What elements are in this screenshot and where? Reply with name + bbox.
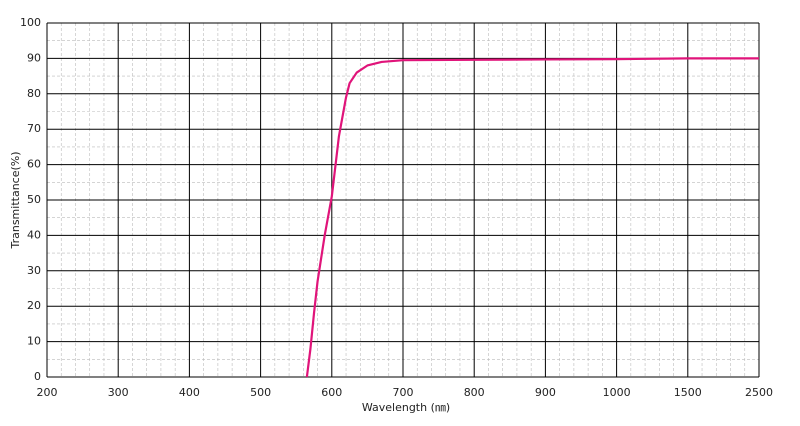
data-line (305, 57, 759, 378)
x-tick-label: 600 (321, 386, 342, 399)
y-tick-label: 50 (27, 193, 41, 206)
y-tick-label: 100 (20, 16, 41, 29)
y-tick-label: 0 (34, 370, 41, 383)
y-tick-label: 20 (27, 299, 41, 312)
x-tick-label: 500 (250, 386, 271, 399)
x-tick-label: 2500 (745, 386, 773, 399)
x-tick-label: 300 (108, 386, 129, 399)
x-tick-label: 900 (535, 386, 556, 399)
y-tick-label: 80 (27, 87, 41, 100)
y-tick-label: 70 (27, 122, 41, 135)
y-tick-label: 30 (27, 264, 41, 277)
y-axis-label: Transmittance(%) (9, 151, 22, 249)
x-tick-label: 800 (464, 386, 485, 399)
y-tick-label: 10 (27, 335, 41, 348)
y-tick-label: 40 (27, 228, 41, 241)
x-tick-label: 1000 (603, 386, 631, 399)
y-tick-label: 90 (27, 51, 41, 64)
x-tick-label: 700 (393, 386, 414, 399)
x-tick-label: 400 (179, 386, 200, 399)
x-axis-label: Wavelength (㎚) (362, 401, 450, 414)
x-tick-label: 200 (37, 386, 58, 399)
y-tick-label: 60 (27, 158, 41, 171)
x-tick-label: 1500 (674, 386, 702, 399)
